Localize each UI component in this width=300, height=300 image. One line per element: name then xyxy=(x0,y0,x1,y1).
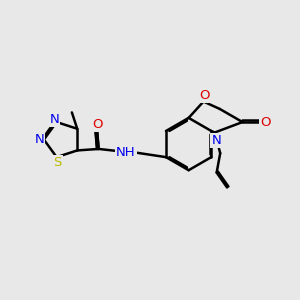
Text: N: N xyxy=(50,113,59,126)
Text: NH: NH xyxy=(116,146,136,159)
Text: O: O xyxy=(92,118,102,131)
Text: N: N xyxy=(212,134,221,147)
Text: O: O xyxy=(199,88,209,101)
Text: O: O xyxy=(260,116,271,129)
Text: N: N xyxy=(34,133,44,146)
Text: S: S xyxy=(53,156,62,169)
